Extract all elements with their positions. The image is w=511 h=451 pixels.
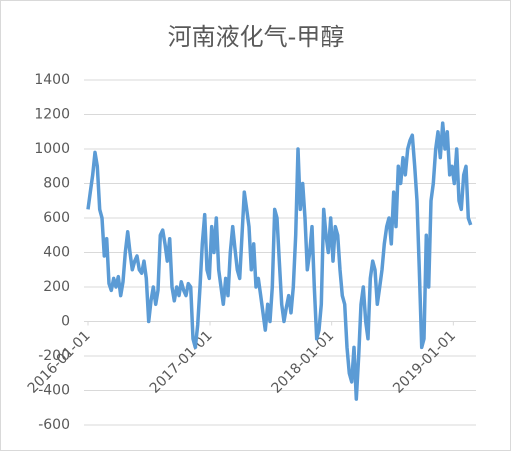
- y-tick-label: 1200: [34, 107, 70, 123]
- y-tick-label: 1400: [34, 72, 70, 88]
- y-tick-label: -600: [38, 417, 70, 433]
- y-tick-label: 800: [43, 176, 70, 192]
- y-tick-label: -200: [38, 348, 70, 364]
- y-tick-label: 400: [43, 245, 70, 261]
- y-tick-label: 200: [43, 279, 70, 295]
- y-tick-label: 0: [61, 314, 70, 330]
- y-tick-label: 1000: [34, 141, 70, 157]
- data-line: [86, 121, 473, 401]
- y-tick-label: 600: [43, 210, 70, 226]
- chart-title: 河南液化气-甲醇: [168, 23, 345, 51]
- y-tick-label: -400: [38, 383, 70, 399]
